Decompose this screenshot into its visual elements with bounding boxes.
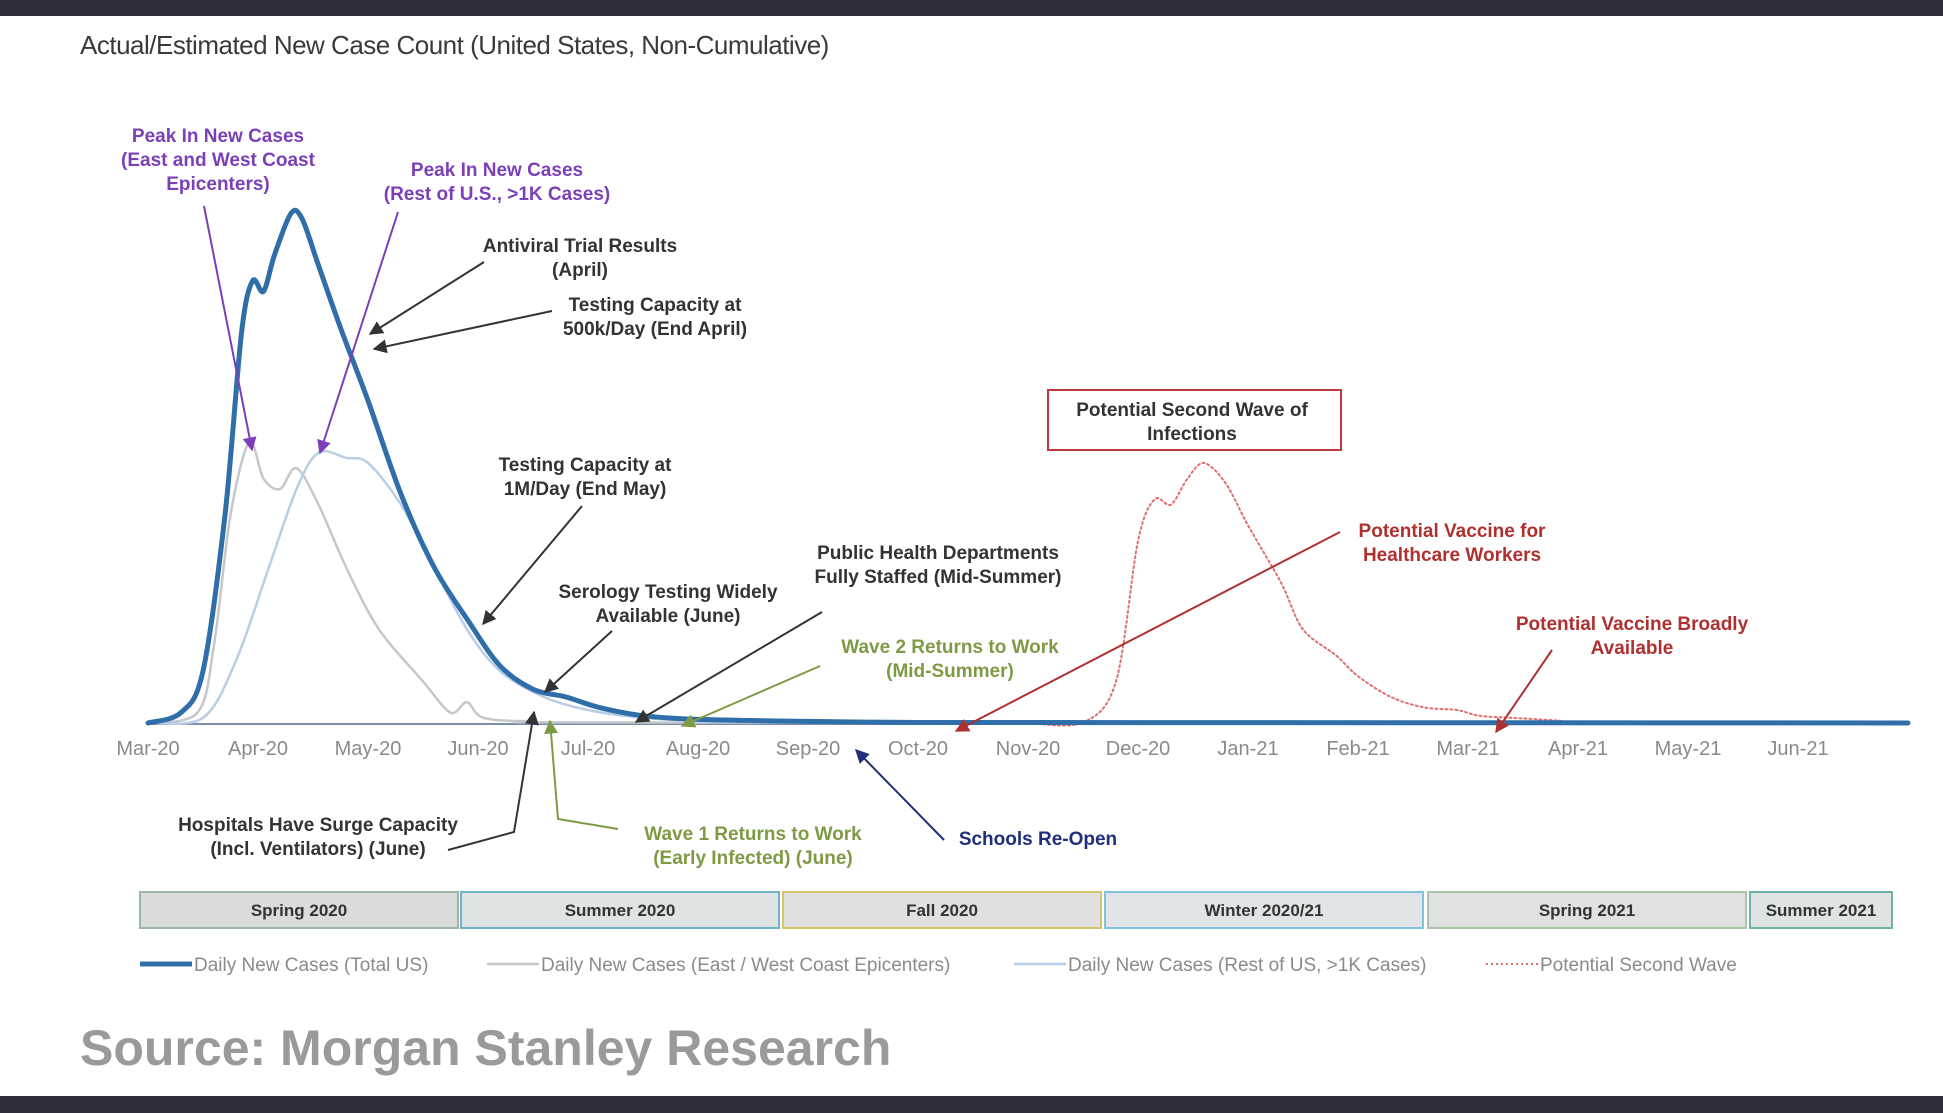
arrow-schools	[855, 748, 945, 841]
arrow-peak-rest	[317, 211, 399, 455]
annotation-hospitals: Hospitals Have Surge Capacity (Incl. Vent…	[178, 815, 458, 860]
annotation-wave2: Wave 2 Returns to Work (Mid-Summer)	[841, 637, 1059, 682]
season-box	[460, 891, 780, 929]
x-tick-label: May-20	[335, 738, 402, 760]
annotation-peak-east-west: Peak In New Cases (East and West Coast Epi…	[121, 126, 316, 195]
series-total-us-line	[145, 207, 1911, 726]
annotation-second-wave-box: Potential Second Wave of Infections	[1076, 400, 1308, 445]
arrow-vaccine-hc	[954, 531, 1341, 732]
annotation-testing-500k: Testing Capacity at 500k/Day (End April)	[563, 295, 747, 340]
chart-title: Actual/Estimated New Case Count (United …	[80, 30, 829, 60]
annotation-antiviral: Antiviral Trial Results (April)	[483, 236, 677, 281]
arrow-peak-east-west	[203, 205, 257, 452]
x-tick-label: Sep-20	[776, 738, 841, 760]
arrow-wave2	[680, 665, 821, 728]
x-tick-label: Jan-21	[1217, 738, 1278, 760]
arrow-vaccine-broad	[1495, 649, 1553, 734]
arrow-testing-1m	[482, 505, 583, 626]
annotation-vaccine-broad: Potential Vaccine Broadly Available	[1516, 614, 1749, 659]
x-tick-label: Aug-20	[666, 738, 731, 760]
x-tick-label: Apr-20	[228, 738, 288, 760]
x-tick-label: Jul-20	[561, 738, 615, 760]
arrow-wave1	[544, 719, 619, 830]
arrow-testing-500k	[372, 310, 553, 354]
annotation-peak-rest: Peak In New Cases (Rest of U.S., >1K Case…	[384, 160, 611, 205]
season-box	[1427, 891, 1747, 929]
season-label: Spring 2020	[251, 901, 347, 920]
annotation-serology: Serology Testing Widely Available (June)	[558, 582, 777, 627]
season-label: Spring 2021	[1539, 901, 1635, 920]
season-box	[782, 891, 1102, 929]
annotation-public-health: Public Health Departments Fully Staffed (…	[814, 543, 1061, 588]
annotation-wave1: Wave 1 Returns to Work (Early Infected) (…	[644, 824, 862, 869]
x-tick-label: Nov-20	[996, 738, 1060, 760]
season-box	[139, 891, 459, 929]
x-tick-label: Feb-21	[1326, 738, 1389, 760]
annotation-schools: Schools Re-Open	[959, 829, 1117, 850]
x-tick-label: Mar-21	[1436, 738, 1499, 760]
arrow-public-health	[634, 611, 823, 723]
season-box	[1749, 891, 1893, 929]
legend-label: Potential Second Wave	[1540, 955, 1737, 976]
season-label: Summer 2021	[1766, 901, 1877, 920]
chart-svg: Mar-20 Apr-20 May-20 Jun-20 Jul-20 Aug-20 Sep-…	[116, 126, 1911, 976]
x-tick-label: May-21	[1655, 738, 1722, 760]
legend-label: Daily New Cases (Total US)	[194, 955, 428, 976]
source-note: Source: Morgan Stanley Research	[80, 1020, 892, 1076]
season-label: Winter 2020/21	[1205, 901, 1324, 920]
arrow-hospitals	[447, 710, 539, 851]
x-tick-label: Oct-20	[888, 738, 948, 760]
x-tick-label: Apr-21	[1548, 738, 1608, 760]
arrow-serology	[543, 630, 613, 693]
legend-label: Daily New Cases (East / West Coast Epice…	[541, 955, 950, 976]
series-second-wave-line	[1027, 462, 1909, 727]
x-tick-label: Jun-20	[447, 738, 508, 760]
season-box	[1104, 891, 1424, 929]
season-label: Summer 2020	[565, 901, 676, 920]
series-east-west-coast-line	[146, 440, 1910, 725]
chart-frame: Actual/Estimated New Case Count (United …	[0, 16, 1943, 1096]
season-label: Fall 2020	[906, 901, 978, 920]
x-tick-label: Mar-20	[116, 738, 179, 760]
annotation-testing-1m: Testing Capacity at 1M/Day (End May)	[499, 455, 672, 500]
arrow-antiviral	[368, 261, 485, 335]
legend-label: Daily New Cases (Rest of US, >1K Cases)	[1068, 955, 1426, 976]
x-tick-label: Dec-20	[1106, 738, 1170, 760]
annotation-vaccine-hc: Potential Vaccine for Healthcare Workers	[1359, 521, 1546, 566]
second-wave-callout-box	[1047, 389, 1342, 451]
x-tick-label: Jun-21	[1767, 738, 1828, 760]
